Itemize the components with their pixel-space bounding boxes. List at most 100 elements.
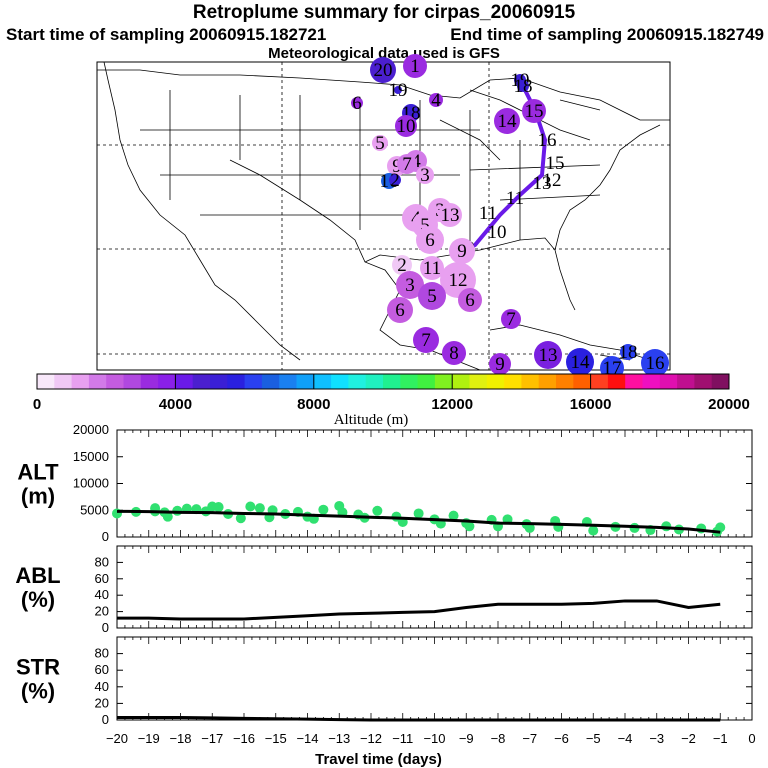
plume-marker-label: 11 xyxy=(423,258,441,279)
plume-marker-label: 6 xyxy=(352,93,362,114)
x-tick-label: −15 xyxy=(265,731,287,746)
colorbar-cell xyxy=(383,374,401,389)
y-tick-label: 5000 xyxy=(80,502,109,517)
plume-marker-day-14: 14 xyxy=(566,348,594,376)
colorbar-cell xyxy=(556,374,574,389)
plume-marker-label: 13 xyxy=(539,345,558,366)
altitude-colorbar: 040008000120001600020000 Altitude (m) xyxy=(33,374,750,428)
colorbar-cell xyxy=(245,374,263,389)
plume-marker-label: 13 xyxy=(441,205,460,226)
colorbar-label: Altitude (m) xyxy=(334,412,409,428)
plume-marker-label: 16 xyxy=(646,353,665,374)
panel-ylabel: STR xyxy=(16,655,60,680)
panel-ylabel: ABL xyxy=(15,563,60,588)
plume-marker-day-16: 16 xyxy=(641,349,669,377)
y-tick-label: 80 xyxy=(95,646,109,661)
plume-marker-label: 14 xyxy=(498,111,518,132)
x-tick-label: −5 xyxy=(586,731,601,746)
colorbar-cell xyxy=(366,374,384,389)
y-tick-label: 80 xyxy=(95,554,109,569)
x-tick-label: −7 xyxy=(522,731,537,746)
plume-marker-day-9: 9 xyxy=(449,238,475,264)
plume-marker-day-11: 11 xyxy=(479,203,497,224)
colorbar-cell xyxy=(314,374,332,389)
colorbar-cell xyxy=(89,374,107,389)
plume-marker-day-10: 10 xyxy=(488,222,507,243)
plume-marker-label: 4 xyxy=(431,90,441,111)
x-tick-label: −4 xyxy=(618,731,633,746)
x-tick-label: −20 xyxy=(106,731,128,746)
colorbar-cell xyxy=(193,374,211,389)
plume-marker-day-14: 14 xyxy=(494,108,520,134)
plume-marker-day-10: 10 xyxy=(395,115,417,137)
panel-ylabel-unit: (%) xyxy=(21,679,55,704)
x-tick-label: −9 xyxy=(459,731,474,746)
panel-abl: ABL(%)020406080 xyxy=(15,546,752,635)
x-tick-label: −3 xyxy=(649,731,664,746)
y-tick-label: 60 xyxy=(95,662,109,677)
colorbar-cell xyxy=(331,374,349,389)
x-tick-label: −2 xyxy=(681,731,696,746)
alt-data-point xyxy=(255,503,265,513)
plume-marker-day-5: 5 xyxy=(418,282,446,310)
x-tick-label: −17 xyxy=(201,731,223,746)
plume-marker-day-7: 7 xyxy=(413,327,439,353)
colorbar-cell xyxy=(141,374,159,389)
plume-marker-label: 20 xyxy=(374,60,393,81)
alt-data-point xyxy=(318,505,328,515)
colorbar-cell xyxy=(539,374,557,389)
figure-canvas: 2011946181059473162191814151615131211111… xyxy=(0,0,768,768)
colorbar-cell xyxy=(660,374,678,389)
plume-marker-day-1: 1 xyxy=(403,54,427,78)
x-tick-label: −12 xyxy=(360,731,382,746)
colorbar-cell xyxy=(106,374,124,389)
plume-marker-label: 19 xyxy=(389,80,408,101)
plume-marker-label: 16 xyxy=(538,130,557,151)
colorbar-cell xyxy=(504,374,522,389)
colorbar-tick-label: 20000 xyxy=(708,396,750,413)
plume-marker-label: 9 xyxy=(495,354,505,375)
plume-marker-label: 14 xyxy=(571,352,591,373)
colorbar-cell xyxy=(37,374,55,389)
plume-marker-day-2: 2 xyxy=(389,170,401,191)
colorbar-cell xyxy=(175,374,193,389)
plume-marker-label: 18 xyxy=(619,342,638,363)
y-tick-label: 20000 xyxy=(73,422,109,437)
colorbar-cell xyxy=(124,374,142,389)
y-tick-label: 0 xyxy=(102,712,109,727)
plume-marker-day-6: 6 xyxy=(351,93,363,114)
plume-marker-label: 12 xyxy=(449,270,468,291)
y-tick-label: 15000 xyxy=(73,449,109,464)
plume-marker-day-6: 6 xyxy=(387,297,413,323)
plume-marker-day-12: 12 xyxy=(543,170,562,191)
plume-marker-day-8: 8 xyxy=(442,341,466,365)
colorbar-tick-label: 0 xyxy=(33,396,41,413)
colorbar-cell xyxy=(158,374,176,389)
colorbar-cell xyxy=(470,374,488,389)
x-tick-label: −11 xyxy=(392,731,413,746)
colorbar-cell xyxy=(262,374,280,389)
panel-frame xyxy=(117,637,752,720)
plume-marker-label: 11 xyxy=(506,188,524,209)
panel-frame xyxy=(117,546,752,628)
y-tick-label: 20 xyxy=(95,604,109,619)
x-tick-label: 0 xyxy=(748,731,755,746)
plume-marker-label: 6 xyxy=(425,230,435,251)
colorbar-cell xyxy=(348,374,366,389)
x-tick-label: −13 xyxy=(328,731,350,746)
y-tick-label: 40 xyxy=(95,587,109,602)
colorbar-cell xyxy=(643,374,661,389)
plume-marker-label: 7 xyxy=(402,154,412,175)
panel-ylabel-unit: (%) xyxy=(21,587,55,612)
alt-data-point xyxy=(414,508,424,518)
plume-marker-day-16: 16 xyxy=(538,130,557,151)
y-tick-label: 60 xyxy=(95,571,109,586)
plume-marker-label: 6 xyxy=(465,290,475,311)
plume-marker-day-18: 18 xyxy=(619,342,638,363)
colorbar-cell xyxy=(279,374,297,389)
alt-data-point xyxy=(588,526,598,536)
colorbar-tick-label: 4000 xyxy=(159,396,192,413)
colorbar-cell xyxy=(297,374,315,389)
plume-marker-label: 3 xyxy=(420,165,430,186)
x-axis-title: Travel time (days) xyxy=(315,751,442,768)
